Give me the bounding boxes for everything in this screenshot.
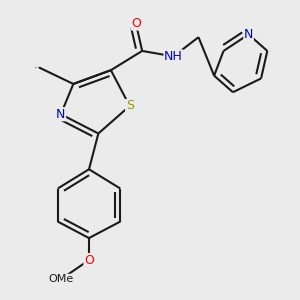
Text: N: N	[56, 108, 65, 121]
Text: O: O	[131, 17, 141, 30]
Text: N: N	[244, 28, 253, 41]
Text: methoxy: methoxy	[58, 279, 64, 280]
Text: S: S	[126, 100, 134, 112]
Text: O: O	[84, 254, 94, 267]
Text: OMe: OMe	[48, 274, 74, 284]
Text: methyl: methyl	[35, 67, 40, 68]
Text: NH: NH	[164, 50, 183, 63]
